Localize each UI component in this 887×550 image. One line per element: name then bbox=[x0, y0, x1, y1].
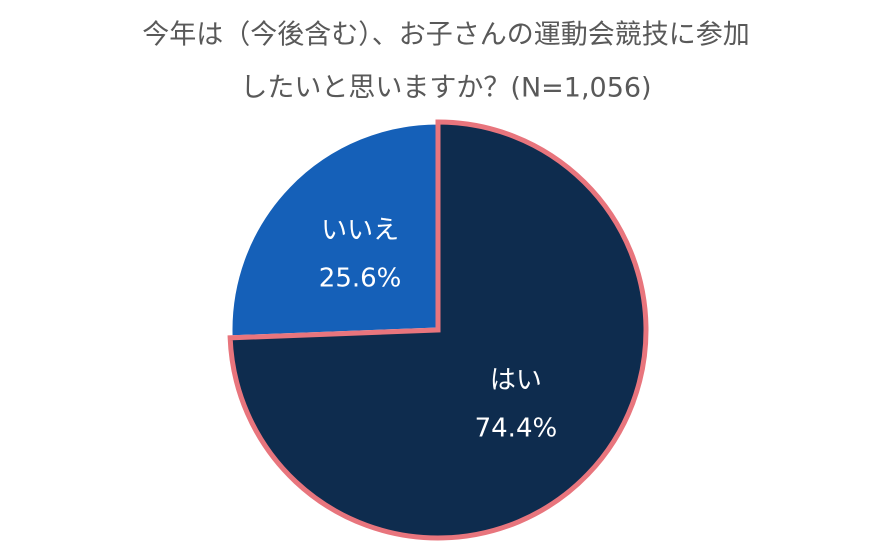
chart-title: したいと思いますか？(N=1,056) bbox=[240, 73, 651, 104]
chart-title: 今年は（今後含む）、お子さんの運動会競技に参加 bbox=[142, 20, 750, 51]
slice-label: はい bbox=[490, 366, 542, 396]
slice-label: いいえ bbox=[321, 215, 399, 245]
pie-slice bbox=[227, 119, 441, 341]
value-label: 25.6% bbox=[319, 263, 402, 293]
pie-slice bbox=[227, 119, 649, 541]
value-label: 74.4% bbox=[475, 414, 558, 444]
